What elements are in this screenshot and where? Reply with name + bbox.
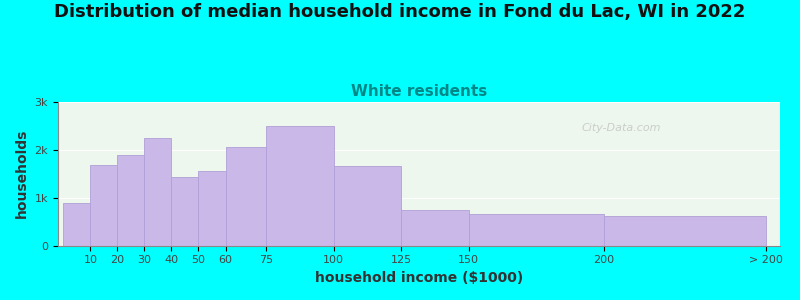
Text: Distribution of median household income in Fond du Lac, WI in 2022: Distribution of median household income … [54,3,746,21]
Bar [90,165,118,246]
Bar [171,178,198,246]
X-axis label: household income ($1000): household income ($1000) [314,271,523,285]
Bar [118,155,145,246]
Bar [469,214,604,246]
Bar [145,138,171,246]
Title: White residents: White residents [350,84,487,99]
Bar [334,167,402,246]
Y-axis label: households: households [15,129,29,218]
Bar [198,171,226,246]
Text: City-Data.com: City-Data.com [581,122,661,133]
Bar [63,203,90,246]
Bar [402,210,469,246]
Bar [226,147,266,246]
Bar [266,126,334,246]
Bar [604,216,766,246]
